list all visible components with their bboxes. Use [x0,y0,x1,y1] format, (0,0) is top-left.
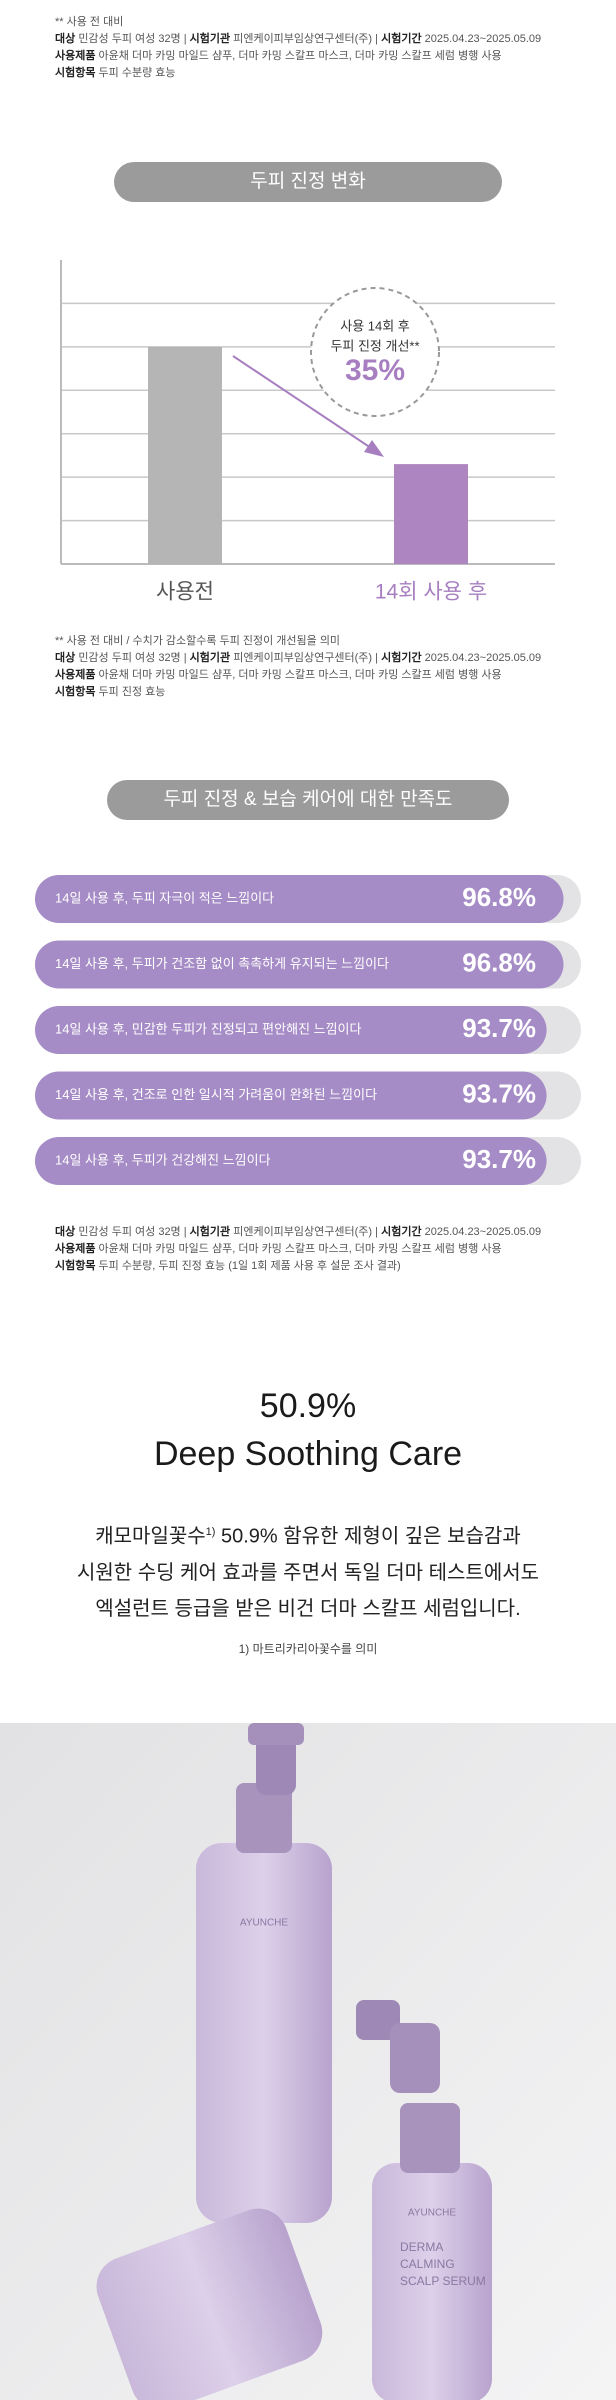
note-text: 민감성 두피 여성 32명 | [78,652,187,664]
annotation-circle [310,287,440,417]
note-line: 대상 민감성 두피 여성 32명 | 시험기관 피엔케이피부임상연구센터(주) … [55,31,541,48]
section-header: 두피 진정 변화 [0,162,616,202]
headline-line: 50.9% [259,1387,357,1425]
note-text: 민감성 두피 여성 32명 | [78,33,187,45]
note-label: 시험기관 [189,1226,231,1238]
notes: ** 사용 전 대비 대상 민감성 두피 여성 32명 | 시험기관 피엔케이피… [55,14,541,82]
note-label: 대상 [55,1226,76,1238]
progress-bar [35,940,564,989]
note-text: 2025.04.23~2025.05.09 [424,652,542,664]
annotation-text: 두피 진정 개선** [330,338,419,353]
note-line: ** 사용 전 대비 / 수치가 감소할수록 두피 진정이 개선됨을 의미 [55,633,541,650]
note-text: 아윤채 더마 카밍 마일드 샴푸, 더마 카밍 스칼프 마스크, 더마 카밍 스… [98,50,502,62]
note-line: 시험항목 두피 수분량 효능 [55,65,541,82]
section-header: 두피 진정 & 보습 케어에 대한 만족도 [0,780,616,820]
bottle-product: SCALP SERUM [400,2274,486,2288]
note-text: 두피 진정 효능 [98,686,166,698]
body-text: 시원한 수딩 케어 효과를 주면서 독일 더마 테스트에서도 [76,1561,540,1584]
bar [148,346,222,564]
value-label: 93.7% [462,1078,536,1108]
bar-label: 14일 사용 후, 두피 자극이 적은 느낌이다 [55,890,274,905]
note-label: 시험기간 [381,33,422,45]
note-label: 사용제품 [55,1243,96,1255]
note-label: 대상 [55,33,76,45]
bar-chart: 사용전 14회 사용 후 사용 14회 후두피 진정 개선**35% [60,260,555,604]
note-text: 피엔케이피부임상연구센터(주) | [233,1226,379,1238]
body-line: 엑설런트 등급을 받은 비건 더마 스칼프 세럼입니다. [0,1591,616,1627]
progress-bar [35,1137,547,1185]
section-title: 두피 진정 & 보습 케어에 대한 만족도 [107,780,509,820]
arrow [232,355,375,451]
note-line: 시험항목 두피 수분량, 두피 진정 효능 (1일 1회 제품 사용 후 설문 … [55,1258,541,1275]
body-text: 캐모마일꽃수 [95,1525,206,1548]
footnote: 1) 마트리카리아꽃수를 의미 [238,1642,378,1656]
note-text: 민감성 두피 여성 32명 | [78,1226,187,1238]
bar-label: 14일 사용 후, 민감한 두피가 진정되고 편안해진 느낌이다 [55,1021,362,1036]
value-label: 96.8% [462,947,536,977]
superscript: 1) [205,1526,216,1538]
arrow-head [364,440,384,457]
notes: 대상 민감성 두피 여성 32명 | 시험기관 피엔케이피부임상연구센터(주) … [55,1224,541,1275]
note-label: 시험항목 [55,686,96,698]
body-text: 50.9% 함유한 제형이 깊은 보습감과 [215,1525,521,1548]
note-text: 두피 수분량, 두피 진정 효능 (1일 1회 제품 사용 후 설문 조사 결과… [98,1260,401,1272]
progress-chart: 14일 사용 후, 두피 자극이 적은 느낌이다 96.8% 14일 사용 후, 두… [35,875,581,1185]
note-label: 시험항목 [55,67,96,79]
note-line: 사용제품 아윤채 더마 카밍 마일드 샴푸, 더마 카밍 스칼프 마스크, 더마… [55,1241,541,1258]
note-line: 사용제품 아윤채 더마 카밍 마일드 샴푸, 더마 카밍 스칼프 마스크, 더마… [55,48,541,65]
bar-label: 14일 사용 후, 두피가 건강해진 느낌이다 [55,1152,271,1167]
note-text: ** 사용 전 대비 [55,16,124,28]
section-title: 두피 진정 변화 [114,162,502,202]
body-line: 시원한 수딩 케어 효과를 주면서 독일 더마 테스트에서도 [0,1555,616,1591]
note-text: 아윤채 더마 카밍 마일드 샴푸, 더마 카밍 스칼프 마스크, 더마 카밍 스… [98,669,502,681]
bar-label: 14일 사용 후, 건조로 인한 일시적 가려움이 완화된 느낌이다 [55,1087,377,1102]
progress-bar [35,1071,547,1120]
note-label: 시험기간 [381,652,422,664]
note-text: 두피 수분량 효능 [98,67,176,79]
progress-bar [35,875,564,923]
note-label: 시험기관 [189,33,231,45]
annotation-value: 35% [345,354,405,387]
product-photo: AYUNCHE AYUNCHE DERMA CALMING SCALP SERU… [0,1723,616,2400]
note-line: 사용제품 아윤채 더마 카밍 마일드 샴푸, 더마 카밍 스칼프 마스크, 더마… [55,667,541,684]
body-line: 캐모마일꽃수1) 50.9% 함유한 제형이 깊은 보습감과 [0,1514,616,1555]
note-line: ** 사용 전 대비 [55,14,541,31]
note-label: 시험항목 [55,1260,96,1272]
note-label: 사용제품 [55,50,96,62]
bottle-brand: AYUNCHE [408,2208,456,2219]
note-text: 2025.04.23~2025.05.09 [424,1226,542,1238]
note-text: 피엔케이피부임상연구센터(주) | [233,33,379,45]
bottle-brand: AYUNCHE [240,1918,288,1929]
note-label: 시험기관 [189,652,231,664]
bottle-product: DERMA [400,2240,443,2254]
value-label: 93.7% [462,1013,536,1043]
category-label: 사용전 [156,581,214,604]
note-text: 아윤채 더마 카밍 마일드 샴푸, 더마 카밍 스칼프 마스크, 더마 카밍 스… [98,1243,502,1255]
headline-line: Deep Soothing Care [153,1435,463,1473]
note-line: 대상 민감성 두피 여성 32명 | 시험기관 피엔케이피부임상연구센터(주) … [55,1224,541,1241]
bar-label: 14일 사용 후, 두피가 건조함 없이 촉촉하게 유지되는 느낌이다 [55,956,389,971]
note-label: 대상 [55,652,76,664]
category-label: 14회 사용 후 [375,581,487,604]
note-label: 시험기간 [381,1226,422,1238]
value-label: 93.7% [462,1144,536,1174]
bottle-product: CALMING [400,2257,455,2271]
note-line: 시험항목 두피 진정 효능 [55,684,541,701]
annotation-text: 사용 14회 후 [340,318,410,333]
notes: ** 사용 전 대비 / 수치가 감소할수록 두피 진정이 개선됨을 의미 대상… [55,633,541,701]
progress-bar [35,1006,547,1054]
note-text: ** 사용 전 대비 / 수치가 감소할수록 두피 진정이 개선됨을 의미 [55,635,341,647]
note-text: 피엔케이피부임상연구센터(주) | [233,652,379,664]
bar [394,464,468,564]
body-text: 엑설런트 등급을 받은 비건 더마 스칼프 세럼입니다. [95,1597,521,1620]
note-label: 사용제품 [55,669,96,681]
note-text: 2025.04.23~2025.05.09 [424,33,542,45]
headline: 50.9% Deep Soothing Care [0,1382,616,1478]
value-label: 96.8% [462,882,536,912]
note-line: 대상 민감성 두피 여성 32명 | 시험기관 피엔케이피부임상연구센터(주) … [55,650,541,667]
